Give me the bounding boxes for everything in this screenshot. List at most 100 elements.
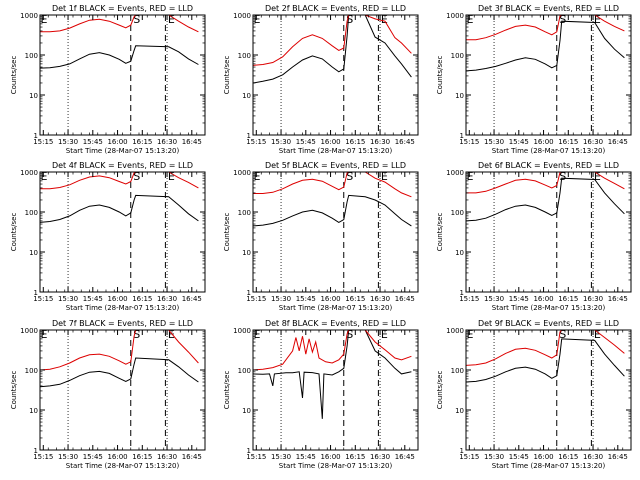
panel-title: Det 3f BLACK = Events, RED = LLD [478,4,619,13]
end-marker-label: E [381,170,388,183]
y-tick-label: 1 [34,289,38,297]
y-tick-label: 1 [247,447,251,455]
x-tick-label: 15:30 [271,453,291,461]
start-marker-label: S [133,170,140,183]
x-axis-label: Start Time (28-Mar-07 15:13:20) [492,462,606,470]
x-axis-label: Start Time (28-Mar-07 15:13:20) [66,462,180,470]
x-tick-label: 16:15 [132,453,152,461]
events-series-line [40,45,199,69]
x-axis-label: Start Time (28-Mar-07 15:13:20) [279,304,393,312]
x-tick-label: 16:00 [107,138,127,146]
x-tick-label: 16:00 [533,138,553,146]
end-marker-label: E [594,328,601,341]
x-tick-label: 16:45 [608,138,628,146]
x-tick-label: 16:30 [583,453,603,461]
x-tick-label: 15:15 [33,295,53,303]
y-tick-label: 10 [242,249,251,257]
y-axis-label: Counts/sec [436,371,444,410]
x-tick-label: 16:45 [395,138,415,146]
panel-title: Det 4f BLACK = Events, RED = LLD [52,161,193,170]
plot-frame [252,14,419,136]
range-start-label: E [254,328,261,341]
x-tick-label: 16:45 [182,453,202,461]
x-tick-label: 15:45 [296,138,316,146]
x-tick-label: 16:15 [132,295,152,303]
x-tick-label: 16:00 [320,138,340,146]
y-axis-label: Counts/sec [10,371,18,410]
y-tick-label: 1 [247,289,251,297]
x-tick-label: 16:30 [157,295,177,303]
end-marker-label: E [168,13,175,26]
x-tick-label: 15:15 [246,295,266,303]
y-tick-label: 1000 [446,327,464,335]
x-tick-label: 15:45 [509,453,529,461]
y-tick-label: 100 [238,209,251,217]
x-tick-label: 16:00 [533,453,553,461]
y-tick-label: 1 [460,289,464,297]
x-tick-label: 15:45 [509,295,529,303]
x-tick-label: 15:30 [58,295,78,303]
x-tick-label: 16:00 [320,453,340,461]
x-tick-label: 16:15 [345,138,365,146]
x-tick-label: 16:45 [182,295,202,303]
start-marker-label: S [559,328,566,341]
y-tick-label: 10 [455,407,464,415]
y-tick-label: 1 [34,132,38,140]
range-start-label: E [254,13,261,26]
start-marker-label: S [133,328,140,341]
x-axis-label: Start Time (28-Mar-07 15:13:20) [66,147,180,155]
y-tick-label: 10 [455,92,464,100]
y-tick-label: 1000 [446,12,464,20]
end-marker-label: E [168,328,175,341]
x-tick-label: 16:30 [583,295,603,303]
x-tick-label: 15:30 [58,453,78,461]
x-tick-label: 15:15 [246,138,266,146]
x-tick-label: 16:15 [345,453,365,461]
x-tick-label: 16:15 [345,295,365,303]
x-tick-label: 16:30 [370,453,390,461]
y-axis-label: Counts/sec [436,56,444,95]
x-tick-label: 16:30 [370,138,390,146]
start-marker-label: S [133,13,140,26]
events-series-line [253,330,412,419]
plot-frame [465,329,632,451]
y-tick-label: 1000 [20,169,38,177]
x-tick-label: 16:15 [558,138,578,146]
x-tick-label: 16:00 [107,295,127,303]
range-start-label: E [467,13,474,26]
y-tick-label: 1000 [446,169,464,177]
end-marker-label: E [381,13,388,26]
y-tick-label: 10 [242,92,251,100]
lld-series-line [40,330,199,371]
events-series-line [40,194,199,223]
y-tick-label: 100 [25,52,38,60]
end-marker-label: E [168,170,175,183]
panel-title: Det 1f BLACK = Events, RED = LLD [52,4,193,13]
events-series-line [253,194,412,227]
lld-series-line [253,330,412,371]
x-tick-label: 15:45 [83,453,103,461]
start-marker-label: S [346,13,353,26]
y-tick-label: 1 [460,447,464,455]
x-tick-label: 16:15 [558,295,578,303]
x-tick-label: 15:15 [33,138,53,146]
x-tick-label: 15:15 [459,453,479,461]
y-axis-label: Counts/sec [436,213,444,252]
plot-frame [39,171,206,293]
x-tick-label: 15:15 [246,453,266,461]
panel-title: Det 7f BLACK = Events, RED = LLD [52,319,193,328]
lld-series-line [466,15,625,41]
plot-frame [39,14,206,136]
y-tick-label: 100 [238,52,251,60]
events-series-line [466,338,625,383]
x-tick-label: 16:45 [395,453,415,461]
x-tick-label: 15:30 [271,295,291,303]
lld-series-line [253,172,412,198]
y-tick-label: 10 [29,407,38,415]
y-tick-label: 1000 [20,12,38,20]
x-tick-label: 15:45 [83,138,103,146]
